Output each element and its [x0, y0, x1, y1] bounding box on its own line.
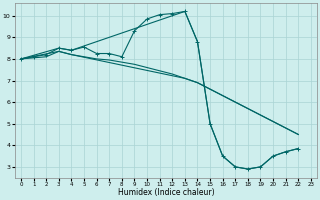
- X-axis label: Humidex (Indice chaleur): Humidex (Indice chaleur): [118, 188, 214, 197]
